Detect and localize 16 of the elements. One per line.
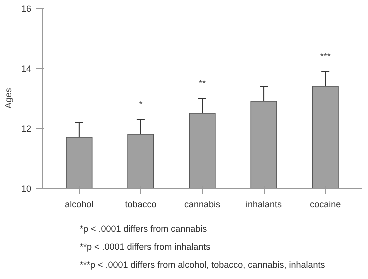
annotation: ***	[320, 52, 332, 62]
y-tick-label: 12	[21, 124, 32, 134]
x-tick-label: tobacco	[125, 200, 157, 210]
annotation: **	[199, 78, 206, 88]
text: ***p < .0001 differs from alcohol, tobacco, cannabis, inhalants	[80, 258, 326, 272]
text: **p < .0001 differs from inhalants	[80, 240, 212, 254]
text: *p < .0001 differs from cannabis	[80, 223, 208, 236]
x-tick-label: cocaine	[310, 200, 342, 210]
y-axis-title: Ages	[3, 88, 14, 109]
x-tick-label: cannabis	[184, 200, 222, 210]
y-tick-label: 16	[21, 4, 32, 14]
x-tick-label: inhalants	[246, 200, 283, 210]
x-tick-label: alcohol	[65, 200, 94, 210]
y-tick-label: 14	[21, 64, 32, 74]
annotation: *	[139, 100, 144, 110]
y-tick-label: 10	[21, 184, 32, 194]
